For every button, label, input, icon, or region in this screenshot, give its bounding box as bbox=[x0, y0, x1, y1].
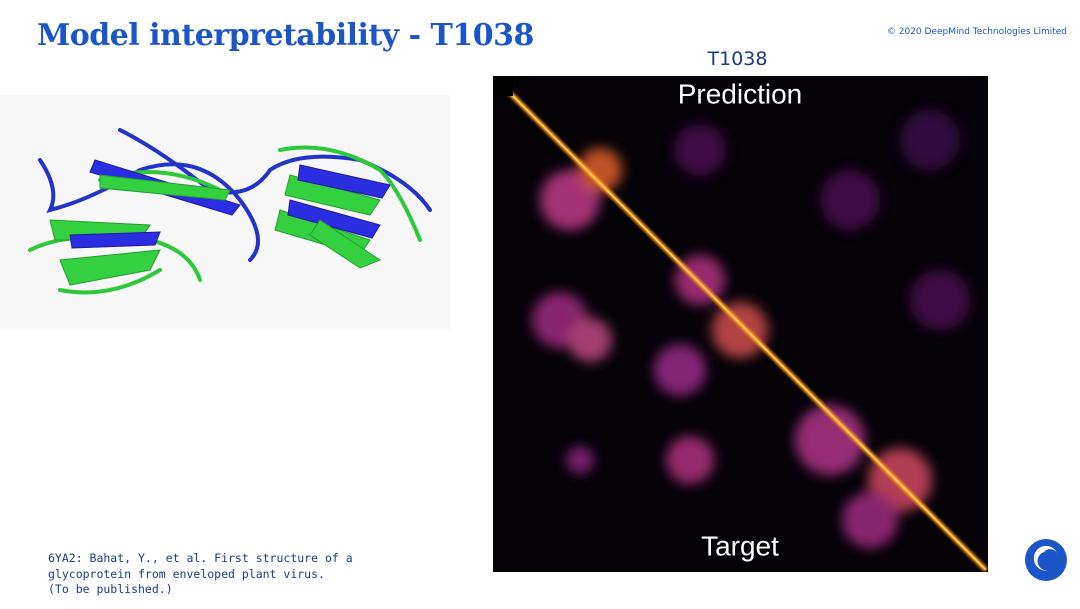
figure-title: T1038 bbox=[707, 48, 768, 70]
protein-structure bbox=[28, 128, 432, 295]
logo bbox=[1025, 539, 1067, 581]
distance-map bbox=[493, 76, 988, 572]
citation-line: (To be published.) bbox=[48, 582, 173, 596]
citation-line: 6YA2: Bahat, Y., et al. First structure … bbox=[48, 551, 353, 565]
citation: 6YA2: Bahat, Y., et al. First structure … bbox=[48, 551, 353, 598]
bottom-label: Target bbox=[701, 530, 779, 561]
copyright: © 2020 DeepMind Technologies Limited bbox=[886, 27, 1067, 37]
top-label: Prediction bbox=[678, 78, 803, 109]
citation-line: glycoprotein from enveloped plant virus. bbox=[48, 566, 325, 581]
slide-title: Model interpretability - T1038 bbox=[37, 18, 534, 53]
